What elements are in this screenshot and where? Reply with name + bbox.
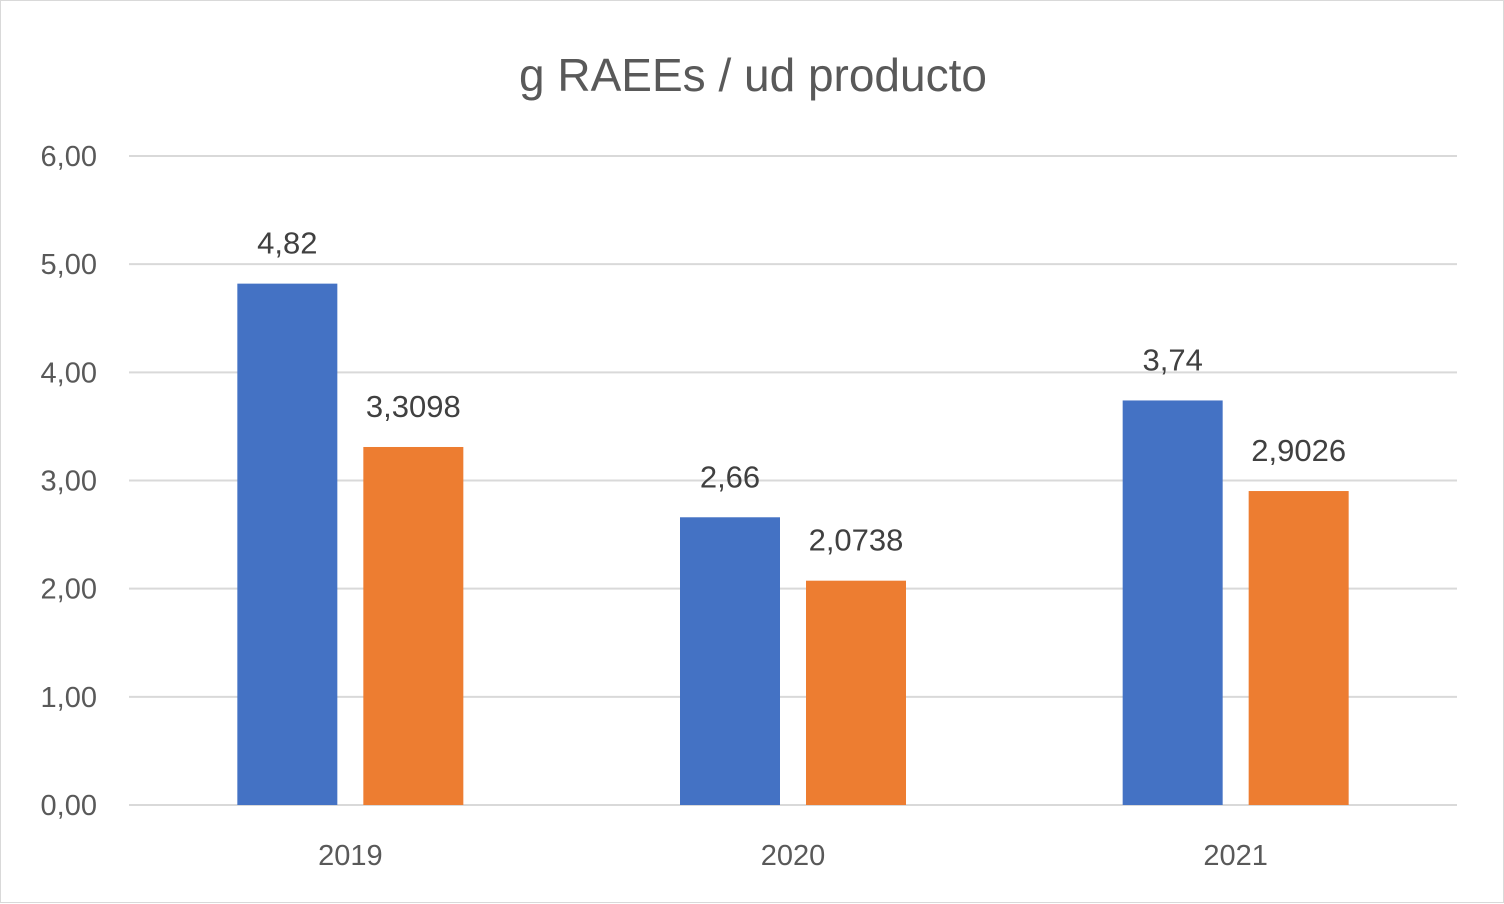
bar-series-1-2020 [680,517,780,805]
y-tick-label: 4,00 [41,357,97,389]
y-tick-label: 3,00 [41,466,97,498]
chart-title: g RAEEs / ud producto [519,49,987,101]
y-tick-label: 6,00 [41,141,97,173]
bar-series-1-2019 [237,283,338,805]
y-axis-ticks: 0,00 1,00 2,00 3,00 4,00 5,00 6,00 [41,141,97,822]
data-label: 3,3098 [366,389,461,424]
y-tick-label: 0,00 [41,790,97,822]
y-tick-label: 2,00 [41,574,97,606]
bar-series-1-2021 [1122,400,1223,805]
y-tick-label: 5,00 [41,249,97,281]
y-tick-label: 1,00 [41,682,97,714]
bar-series-2-2019 [363,446,464,805]
bar-series-2-2021 [1248,491,1349,805]
bar-series-2-2020 [806,580,906,805]
data-labels: 4,82 3,3098 2,66 2,0738 3,74 2,9026 [257,226,1346,558]
x-tick-label: 2020 [761,840,826,872]
data-label: 2,0738 [809,523,904,558]
x-tick-label: 2021 [1203,840,1268,872]
data-label: 3,74 [1142,342,1202,377]
gridlines [129,155,1457,806]
data-label: 2,9026 [1251,433,1346,468]
data-label: 2,66 [700,459,760,494]
bars [237,283,1349,805]
x-axis-ticks: 2019 2020 2021 [318,840,1268,872]
data-label: 4,82 [257,226,317,261]
x-tick-label: 2019 [318,840,383,872]
